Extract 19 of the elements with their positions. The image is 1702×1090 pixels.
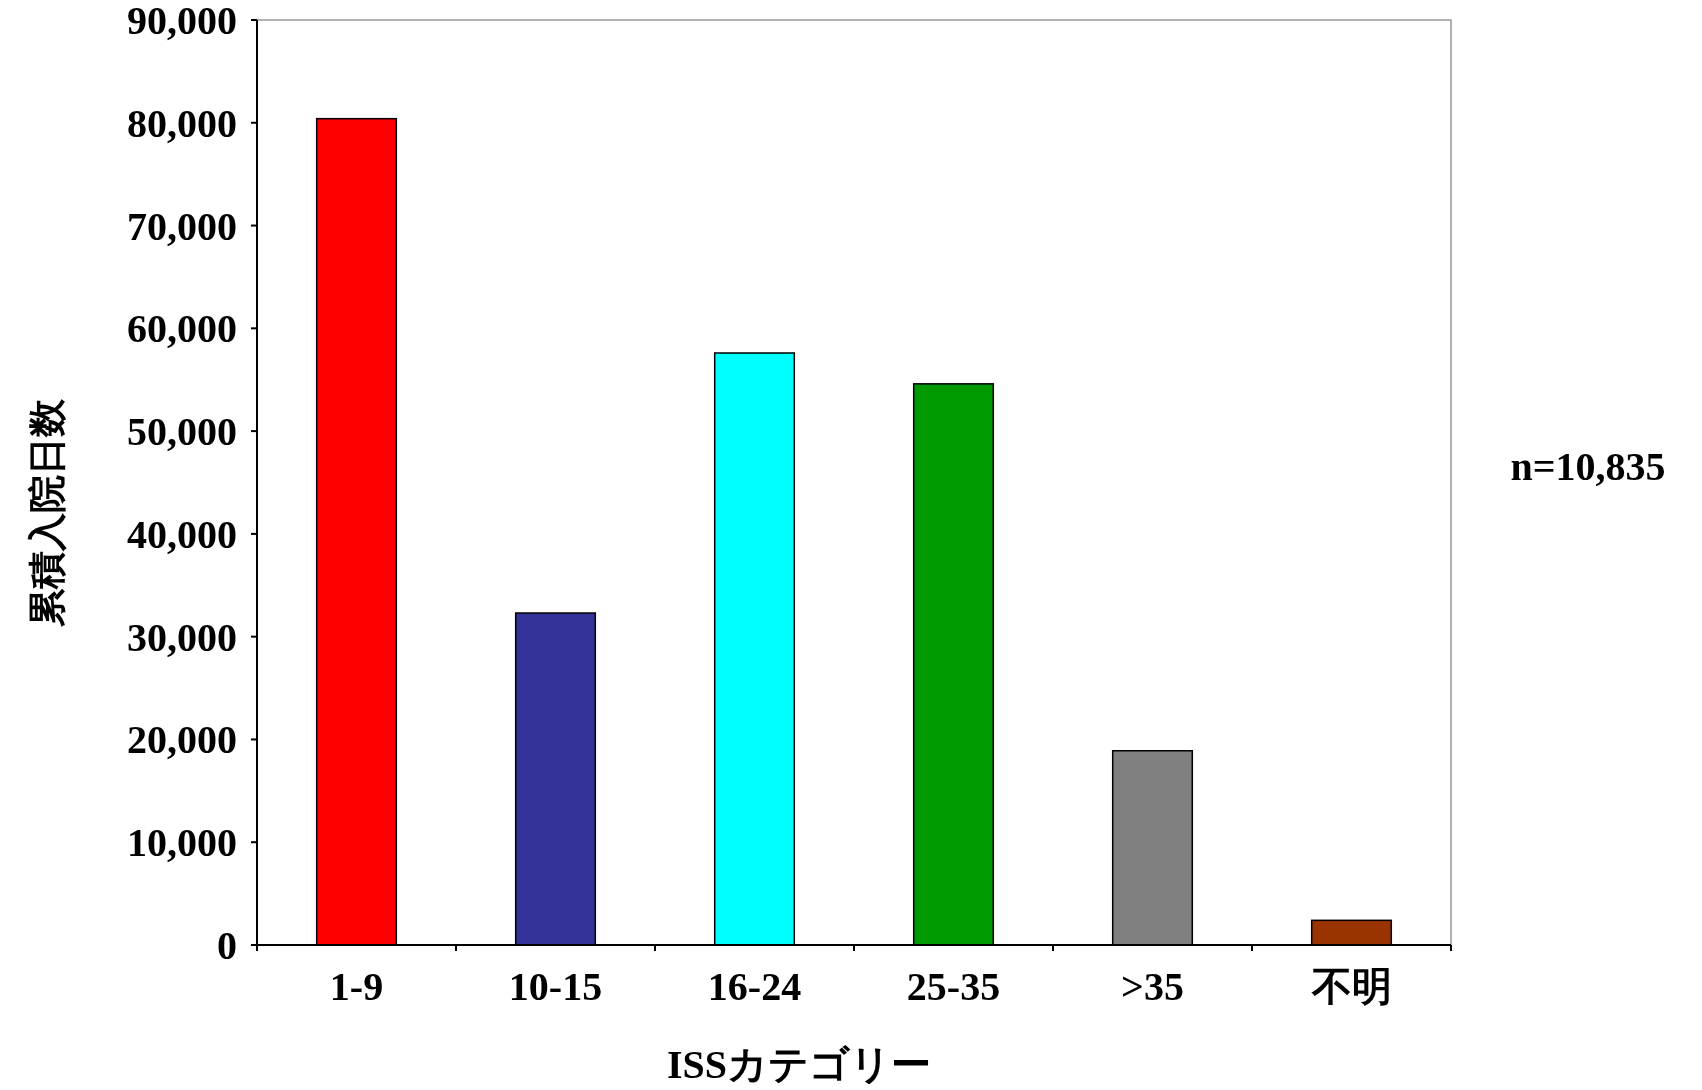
y-tick-label: 80,000 bbox=[127, 100, 237, 146]
y-tick-label: 40,000 bbox=[127, 511, 237, 557]
y-tick-label: 70,000 bbox=[127, 203, 237, 249]
x-tick-label: 1-9 bbox=[329, 964, 384, 1009]
y-tick-label: 90,000 bbox=[127, 0, 237, 43]
x-tick-label: 16-24 bbox=[707, 964, 802, 1009]
x-axis-title: ISSカテゴリー bbox=[666, 1042, 932, 1087]
y-tick-label: 60,000 bbox=[127, 306, 237, 352]
x-tick-label: 10-15 bbox=[508, 964, 603, 1009]
y-axis-title: 累積入院日数 bbox=[26, 397, 68, 627]
y-tick-label: 30,000 bbox=[127, 614, 237, 660]
y-tick-label: 0 bbox=[217, 923, 237, 968]
y-tick-label: 20,000 bbox=[127, 717, 237, 763]
x-tick-label: >35 bbox=[1121, 964, 1184, 1009]
y-tick-label: 50,000 bbox=[127, 409, 237, 455]
y-tick-label: 10,000 bbox=[127, 820, 237, 866]
text: n=10,835 bbox=[1510, 444, 1666, 489]
x-tick-label: 不明 bbox=[1310, 964, 1392, 1009]
x-tick-label: 25-35 bbox=[906, 964, 1001, 1009]
